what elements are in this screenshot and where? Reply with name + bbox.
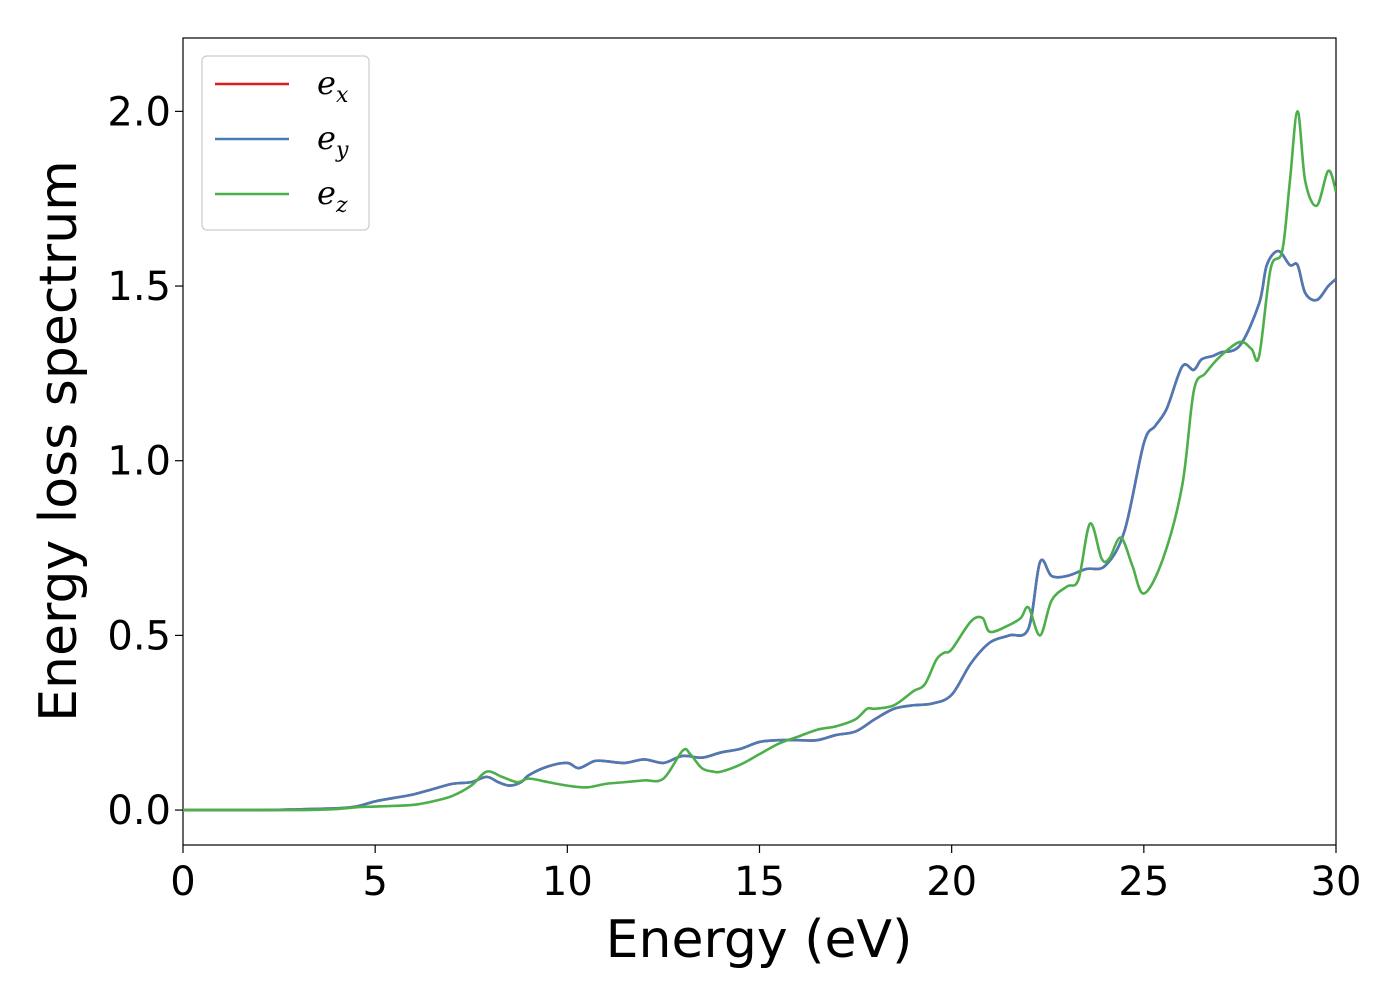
y-tick-label: 1.5 bbox=[107, 264, 171, 310]
y-tick-label: 0.0 bbox=[107, 788, 171, 834]
legend-label-x: ex bbox=[317, 64, 349, 108]
y-tick-label: 0.5 bbox=[107, 613, 171, 659]
legend-label-y: ey bbox=[317, 119, 349, 163]
x-tick-label: 0 bbox=[170, 859, 195, 905]
y-tick-label: 2.0 bbox=[107, 89, 171, 135]
tick-layer: 0 5 10 15 20 25 30 0.0 0.5 1.0 1.5 2.0 bbox=[107, 89, 1361, 905]
series-layer bbox=[183, 110, 1336, 812]
series-line-y bbox=[183, 249, 1336, 812]
x-tick-label: 30 bbox=[1311, 859, 1362, 905]
x-axis-label: Energy (eV) bbox=[606, 910, 913, 970]
legend-box bbox=[201, 55, 370, 231]
legend-label-z: ez bbox=[317, 174, 348, 218]
series-line-z bbox=[183, 110, 1336, 812]
x-tick-label: 15 bbox=[734, 859, 785, 905]
x-tick-label: 5 bbox=[362, 859, 387, 905]
legend: ex ey ez bbox=[201, 55, 370, 231]
y-axis-label: Energy loss spectrum bbox=[29, 160, 89, 722]
x-tick-label: 10 bbox=[542, 859, 593, 905]
x-tick-label: 20 bbox=[926, 859, 977, 905]
y-tick-label: 1.0 bbox=[107, 439, 171, 485]
x-tick-label: 25 bbox=[1118, 859, 1169, 905]
